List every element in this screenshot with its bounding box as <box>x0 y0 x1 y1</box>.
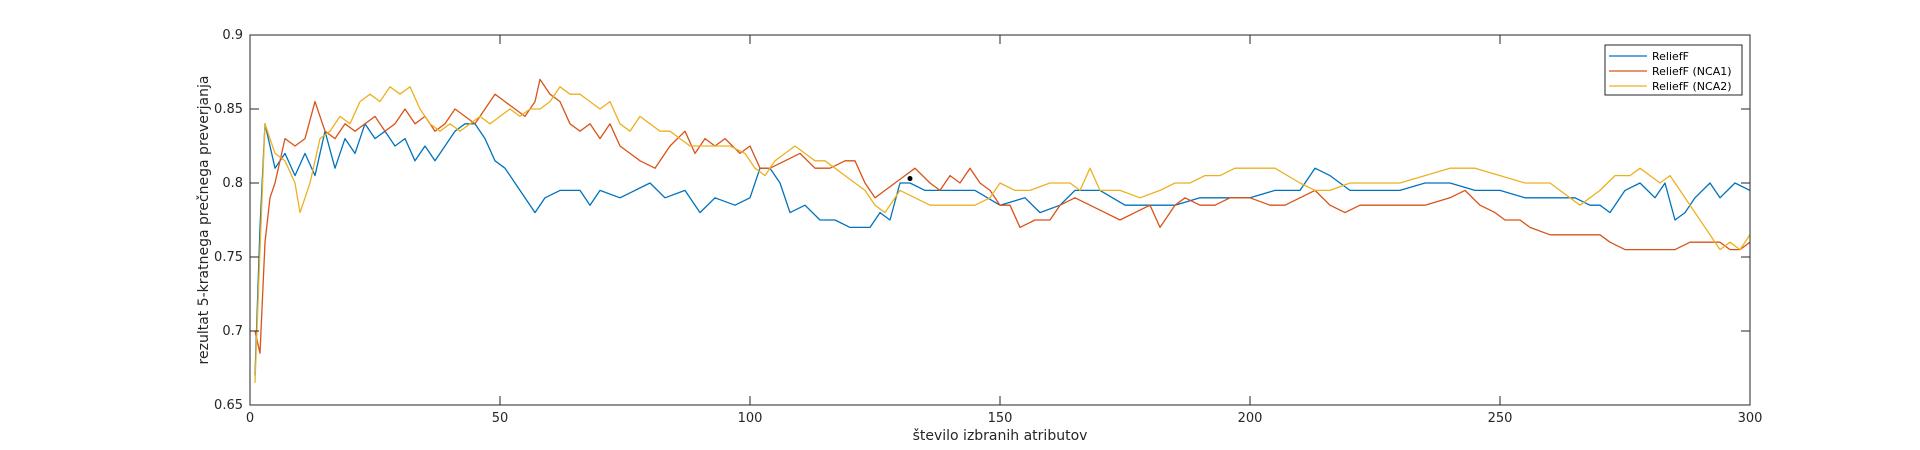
x-tick-label: 150 <box>988 411 1013 426</box>
series-line-3 <box>254 86 1751 383</box>
y-tick-label: 0.7 <box>222 324 243 339</box>
series-layer <box>254 78 1751 383</box>
y-tick-label: 0.65 <box>214 398 243 413</box>
axes-layer: 0 50 100 150 200 250 300 0.65 0.7 0.75 0.8 0.85 0.9 <box>214 28 1762 426</box>
x-tick-label: 250 <box>1488 411 1513 426</box>
series-line-2 <box>254 78 1751 354</box>
x-tick-label: 200 <box>1238 411 1263 426</box>
series-line-1 <box>254 123 1751 376</box>
y-tick-label: 0.9 <box>222 28 243 43</box>
y-tick-label: 0.8 <box>222 176 243 191</box>
legend-label: ReliefF (NCA2) <box>1652 80 1732 93</box>
x-tick-label: 300 <box>1738 411 1763 426</box>
legend-label: ReliefF <box>1652 50 1689 63</box>
data-point-marker <box>907 176 913 182</box>
y-tick-label: 0.85 <box>214 102 243 117</box>
y-tick-label: 0.75 <box>214 250 243 265</box>
x-tick-label: 50 <box>492 411 509 426</box>
plot-area <box>250 35 1750 405</box>
y-axis-title: rezultat 5-kratnega prečnega preverjanja <box>196 76 212 365</box>
x-axis-title: število izbranih atributov <box>913 428 1088 444</box>
x-tick-label: 0 <box>246 411 254 426</box>
x-tick-label: 100 <box>738 411 763 426</box>
legend-box <box>1604 44 1743 96</box>
legend-label: ReliefF (NCA1) <box>1652 65 1732 78</box>
legend: ReliefF ReliefF (NCA1) ReliefF (NCA2) <box>1604 44 1743 96</box>
